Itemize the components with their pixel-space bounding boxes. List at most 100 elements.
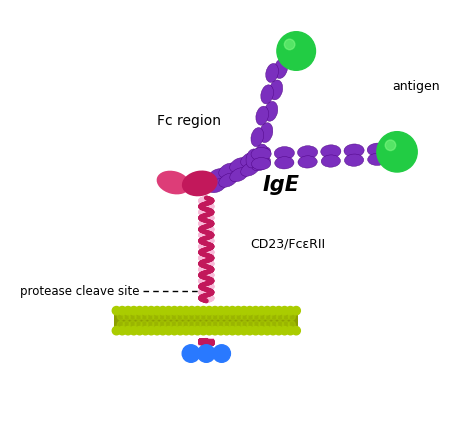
Circle shape <box>240 326 248 335</box>
Circle shape <box>269 326 277 335</box>
Circle shape <box>218 321 225 328</box>
Circle shape <box>206 313 213 320</box>
Circle shape <box>263 326 271 335</box>
Circle shape <box>257 306 265 315</box>
Circle shape <box>112 306 120 315</box>
Circle shape <box>129 313 136 320</box>
Circle shape <box>136 326 144 335</box>
Circle shape <box>176 321 183 328</box>
Circle shape <box>284 39 295 50</box>
Circle shape <box>188 326 196 335</box>
Circle shape <box>153 313 160 320</box>
Circle shape <box>247 321 254 328</box>
Circle shape <box>286 326 294 335</box>
Circle shape <box>170 313 177 320</box>
Circle shape <box>251 306 260 315</box>
Circle shape <box>292 326 301 335</box>
Ellipse shape <box>345 154 364 166</box>
Ellipse shape <box>321 155 340 167</box>
Circle shape <box>182 345 200 362</box>
Circle shape <box>182 326 190 335</box>
Ellipse shape <box>321 145 341 158</box>
Circle shape <box>211 306 219 315</box>
Circle shape <box>228 306 237 315</box>
Circle shape <box>253 313 260 320</box>
Ellipse shape <box>298 156 317 168</box>
Circle shape <box>158 313 165 320</box>
Circle shape <box>235 321 242 328</box>
Circle shape <box>147 306 155 315</box>
Text: Fc region: Fc region <box>157 114 221 128</box>
Circle shape <box>235 313 242 320</box>
Circle shape <box>213 345 230 362</box>
Circle shape <box>276 321 283 328</box>
Circle shape <box>271 321 278 328</box>
Circle shape <box>286 306 294 315</box>
Circle shape <box>274 326 283 335</box>
Ellipse shape <box>252 147 271 162</box>
Circle shape <box>281 306 289 315</box>
Circle shape <box>385 140 396 151</box>
Circle shape <box>130 326 138 335</box>
Circle shape <box>269 306 277 315</box>
Ellipse shape <box>230 158 249 172</box>
Circle shape <box>164 321 172 328</box>
Circle shape <box>223 313 230 320</box>
Circle shape <box>281 326 289 335</box>
Circle shape <box>199 306 208 315</box>
Ellipse shape <box>274 59 288 79</box>
Circle shape <box>136 306 144 315</box>
Circle shape <box>182 321 189 328</box>
Circle shape <box>229 313 237 320</box>
Ellipse shape <box>274 147 294 160</box>
Circle shape <box>283 313 290 320</box>
Circle shape <box>176 306 184 315</box>
Text: protease cleave site: protease cleave site <box>20 285 139 298</box>
Circle shape <box>271 313 278 320</box>
Circle shape <box>117 313 124 320</box>
Circle shape <box>241 313 248 320</box>
Circle shape <box>229 321 237 328</box>
Bar <box>114 312 298 329</box>
Circle shape <box>223 321 230 328</box>
Circle shape <box>199 326 208 335</box>
Circle shape <box>147 313 154 320</box>
Ellipse shape <box>252 157 271 171</box>
Ellipse shape <box>344 144 364 157</box>
Ellipse shape <box>269 80 283 100</box>
Circle shape <box>292 306 301 315</box>
Circle shape <box>117 321 124 328</box>
Circle shape <box>124 306 132 315</box>
Circle shape <box>283 321 290 328</box>
Ellipse shape <box>230 167 249 182</box>
Circle shape <box>200 313 207 320</box>
Circle shape <box>141 326 150 335</box>
Circle shape <box>153 321 160 328</box>
Circle shape <box>147 326 155 335</box>
Circle shape <box>211 326 219 335</box>
Ellipse shape <box>251 127 264 147</box>
Circle shape <box>159 306 167 315</box>
Circle shape <box>257 326 265 335</box>
Circle shape <box>170 326 179 335</box>
Circle shape <box>247 313 254 320</box>
Circle shape <box>123 313 130 320</box>
Circle shape <box>259 313 266 320</box>
Circle shape <box>135 321 142 328</box>
Circle shape <box>206 321 213 328</box>
Circle shape <box>253 321 260 328</box>
Circle shape <box>188 306 196 315</box>
Text: CD23/FcεRII: CD23/FcεRII <box>250 238 325 250</box>
Circle shape <box>264 313 272 320</box>
Circle shape <box>198 345 215 362</box>
Circle shape <box>194 321 201 328</box>
Circle shape <box>234 306 242 315</box>
Circle shape <box>234 326 242 335</box>
Ellipse shape <box>208 169 227 183</box>
Circle shape <box>153 326 161 335</box>
Circle shape <box>193 326 202 335</box>
Circle shape <box>176 326 184 335</box>
Ellipse shape <box>219 173 237 187</box>
Circle shape <box>194 313 201 320</box>
Circle shape <box>259 321 266 328</box>
